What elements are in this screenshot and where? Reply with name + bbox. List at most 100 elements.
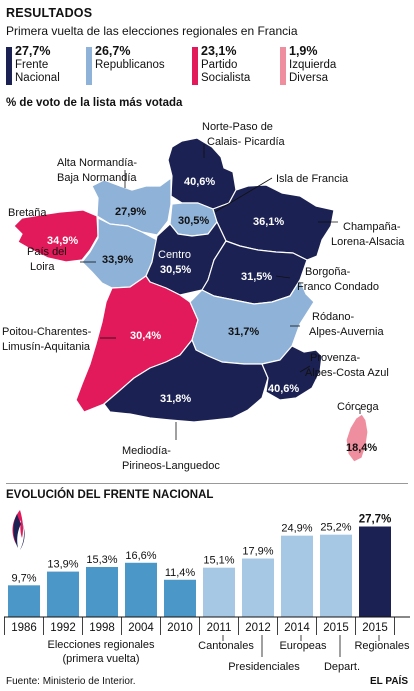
x-tick-label-7: 2014 — [284, 622, 310, 634]
x-ticks-group — [4, 617, 395, 635]
value-mediodia: 31,8% — [160, 393, 191, 405]
legend-swatch-fn — [6, 47, 12, 85]
bars-group — [8, 526, 391, 617]
bar-1998-2 — [86, 567, 118, 617]
legend-label-fn: Frente Nacional — [15, 59, 60, 84]
x-tick-label-3: 2004 — [128, 622, 154, 634]
page-subtitle: Primera vuelta de las elecciones regiona… — [6, 24, 298, 38]
value-centro: 30,5% — [160, 264, 191, 276]
label-poitou-2: Limusín-Aquitania — [2, 341, 91, 353]
value-loira: 33,9% — [102, 254, 133, 266]
bar-value-label-3: 16,6% — [125, 550, 156, 562]
region-bretana — [13, 209, 99, 263]
label-loira-2: Loira — [30, 261, 55, 273]
label-champana-2: Lorena-Alsacia — [331, 236, 405, 248]
region-mediodia — [103, 339, 269, 423]
legend-swatch-dvg — [280, 47, 286, 85]
bar-2004-3 — [125, 562, 157, 617]
bar-1986-0 — [8, 585, 40, 617]
value-labels-group: 9,7% 13,9% 15,3% 16,6% 11,4% 15,1% 17,9% 24,9% 2… — [11, 514, 391, 585]
label-provenza-1: Provenza- — [310, 352, 360, 364]
region-norte — [167, 137, 237, 210]
label-borgona-1: Borgoña- — [305, 266, 351, 278]
value-isla: 30,5% — [178, 215, 209, 227]
x-tick-label-8: 2015 — [323, 622, 349, 634]
leader-isla — [214, 177, 273, 213]
section-divider — [6, 483, 408, 484]
label-provenza-2: Alpes-Costa Azul — [305, 367, 389, 379]
x-tick-label-1: 1992 — [50, 622, 76, 634]
label-bretana: Bretaña — [8, 207, 47, 219]
bar-1992-1 — [47, 571, 79, 617]
x-tick-label-9: 2015 — [362, 622, 388, 634]
legend-pct-lr: 26,7% — [95, 44, 131, 58]
group-label-regionales-2: (primera vuelta) — [62, 653, 139, 665]
x-tick-labels-group: 1986 1992 1998 2004 2010 2011 2012 2014 2015 2015 — [11, 622, 388, 634]
legend-swatch-ps — [192, 47, 198, 85]
leader-borgona — [275, 275, 291, 279]
group-label-regionales: Regionales — [354, 640, 410, 652]
label-borgona-2: Franco Condado — [297, 281, 379, 293]
label-corcega: Córcega — [337, 401, 379, 413]
region-provenza — [261, 345, 323, 401]
x-tick-label-6: 2012 — [245, 622, 271, 634]
label-norte-1: Norte-Paso de — [202, 121, 273, 133]
value-poitou: 30,4% — [130, 330, 161, 342]
x-tick-label-5: 2011 — [207, 622, 232, 634]
bar-value-label-2: 15,3% — [86, 554, 117, 566]
fn-flame-logo — [12, 510, 25, 550]
x-tick-label-4: 2010 — [167, 622, 193, 634]
bar-value-label-7: 24,9% — [281, 523, 312, 535]
legend-label-ps: Partido Socialista — [201, 59, 251, 84]
chart-title: EVOLUCIÓN DEL FRENTE NACIONAL — [6, 489, 214, 501]
value-corcega: 18,4% — [346, 442, 377, 454]
region-corcega — [345, 413, 369, 463]
label-mediodia-1: Mediodía- — [122, 445, 171, 457]
bar-2010-4 — [164, 579, 196, 617]
label-isla: Isla de Francia — [276, 173, 349, 185]
bar-value-label-1: 13,9% — [47, 559, 78, 571]
bar-2014-7 — [281, 535, 313, 617]
bar-value-label-4: 11,4% — [165, 567, 196, 579]
group-label-cantonales: Cantonales — [198, 640, 254, 652]
group-label-regionales-1: Elecciones regionales — [47, 639, 155, 651]
bar-value-label-9: 27,7% — [359, 514, 392, 526]
value-normandia: 27,9% — [115, 206, 146, 218]
bar-value-label-8: 25,2% — [320, 522, 351, 534]
bar-2015-8 — [320, 534, 352, 617]
region-normandia — [91, 177, 172, 236]
label-loira-1: País del — [27, 246, 67, 258]
x-tick-label-0: 1986 — [11, 622, 37, 634]
label-mediodia-2: Pirineos-Languedoc — [122, 460, 220, 472]
source-note: Fuente: Ministerio de Interior. — [6, 676, 136, 687]
group-label-presidenciales: Presidenciales — [228, 661, 300, 673]
label-champana-1: Champaña- — [343, 221, 401, 233]
bar-value-label-5: 15,1% — [203, 555, 234, 567]
bar-2011-5 — [203, 567, 235, 617]
value-provenza: 40,6% — [268, 383, 299, 395]
label-normandia-1: Alta Normandía- — [57, 157, 137, 169]
legend-pct-ps: 23,1% — [201, 44, 237, 58]
x-tick-label-2: 1998 — [89, 622, 115, 634]
value-borgona: 31,5% — [241, 271, 272, 283]
label-norte-2: Calais- Picardía — [207, 136, 286, 148]
label-normandia-2: Baja Normandía — [57, 172, 137, 184]
value-rodano: 31,7% — [228, 326, 259, 338]
map-heading: % de voto de la lista más votada — [6, 97, 183, 109]
label-rodano-1: Ródano- — [312, 311, 355, 323]
legend-pct-dvg: 1,9% — [289, 44, 318, 58]
value-norte: 40,6% — [184, 176, 215, 188]
group-label-depart: Depart. — [324, 661, 360, 673]
legend-label-lr: Republicanos — [95, 59, 165, 71]
france-map: Norte-Paso de Calais- Picardía Isla de F… — [2, 121, 405, 472]
leader-provenza — [299, 365, 311, 373]
value-champana: 36,1% — [253, 216, 284, 228]
legend-swatch-lr — [86, 47, 92, 85]
page-title: RESULTADOS — [6, 6, 93, 20]
value-bretana: 34,9% — [47, 235, 78, 247]
legend-pct-fn: 27,7% — [15, 44, 51, 58]
group-label-europeas: Europeas — [279, 640, 327, 652]
bar-2012-6 — [242, 558, 274, 617]
label-centro: Centro — [158, 249, 191, 261]
bar-2015-9 — [359, 526, 391, 617]
